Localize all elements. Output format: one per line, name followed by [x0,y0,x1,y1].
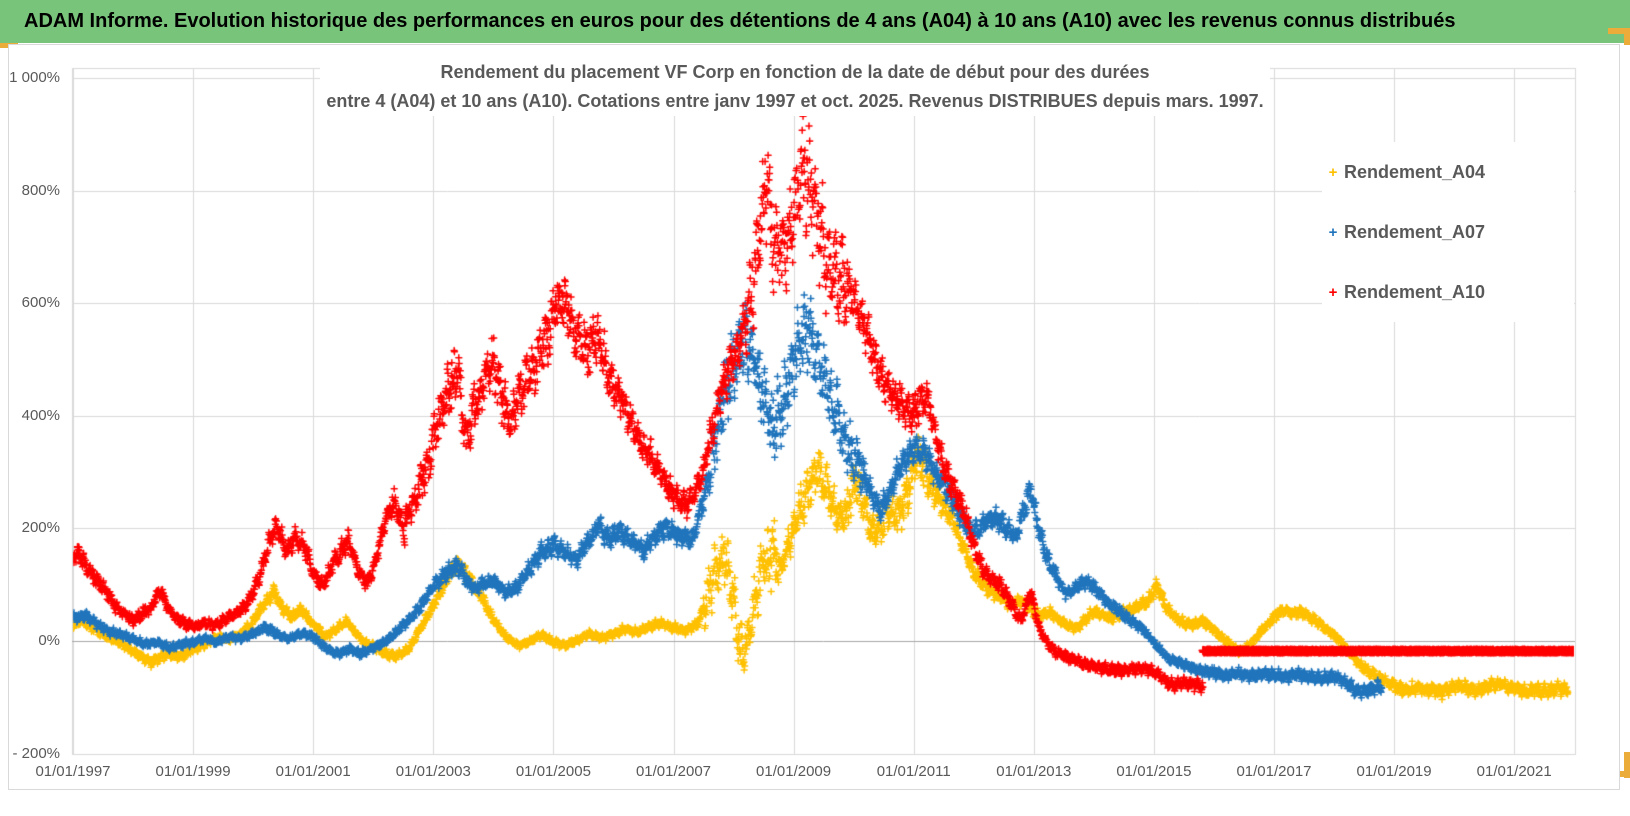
x-tick-label: 01/01/1997 [35,763,111,780]
chart-title: Rendement du placement VF Corp en foncti… [320,58,1270,116]
plus-marker-icon: + [1328,163,1338,181]
x-tick-label: 01/01/2013 [996,763,1072,780]
legend-label: Rendement_A10 [1344,281,1486,302]
legend-label: Rendement_A07 [1344,221,1486,242]
x-tick-label: 01/01/2021 [1476,763,1552,780]
x-tick-label: 01/01/2017 [1236,763,1312,780]
x-tick-label: 01/01/2005 [515,763,591,780]
chart-title-line1: Rendement du placement VF Corp en foncti… [440,62,1150,82]
x-tick-label: 01/01/2015 [1116,763,1192,780]
legend-label: Rendement_A04 [1344,161,1486,182]
chart-legend: + Rendement_A04 + Rendement_A07 + Rendement_A… [1322,142,1574,322]
plus-marker-icon: + [1328,283,1338,301]
x-tick-label: 01/01/2007 [635,763,712,780]
legend-item-rendement_a04[interactable]: + Rendement_A04 [1322,142,1574,202]
x-tick-label: 01/01/2009 [756,763,832,780]
x-tick-label: 01/01/2003 [395,763,471,780]
plus-marker-icon: + [1328,223,1338,241]
y-tick-label: 800% [21,181,60,199]
chart-title-line2: entre 4 (A04) et 10 ans (A10). Cotations… [326,91,1264,111]
x-tick-label: 01/01/2001 [275,763,351,780]
y-tick-label: 0% [38,632,60,649]
y-tick-label: 400% [21,406,60,424]
x-tick-label: 01/01/1999 [155,763,231,780]
y-tick-label: - 200% [12,744,60,762]
y-tick-label: 1 000% [9,69,60,86]
x-tick-label: 01/01/2011 [876,763,951,780]
x-tick-label: 01/01/2019 [1356,763,1432,780]
legend-item-rendement_a10[interactable]: + Rendement_A10 [1322,262,1574,322]
legend-item-rendement_a07[interactable]: + Rendement_A07 [1322,202,1574,262]
y-tick-label: 600% [21,294,60,312]
y-tick-label: 200% [21,519,60,537]
